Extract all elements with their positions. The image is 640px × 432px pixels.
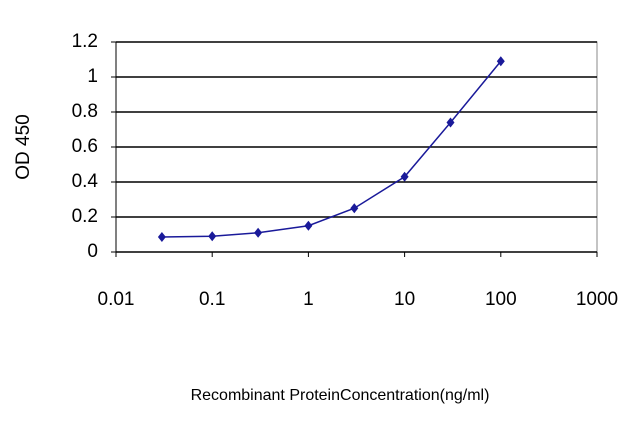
x-tick-label: 0.1 bbox=[199, 289, 225, 310]
y-axis-label: OD 450 bbox=[13, 114, 34, 179]
x-tick-label: 0.01 bbox=[98, 289, 135, 310]
x-tick-label: 1000 bbox=[576, 289, 618, 310]
x-tick-label: 100 bbox=[485, 289, 517, 310]
data-point bbox=[254, 227, 263, 238]
x-tick-label: 10 bbox=[394, 289, 415, 310]
series-line bbox=[161, 60, 502, 238]
data-point bbox=[496, 56, 505, 67]
y-tick-label: 0.2 bbox=[72, 206, 98, 227]
data-point bbox=[400, 171, 409, 182]
data-point bbox=[350, 203, 359, 214]
y-tick-label: 0.4 bbox=[72, 171, 99, 192]
x-tick-label: 1 bbox=[303, 289, 314, 310]
data-point bbox=[446, 117, 455, 128]
y-tick-label: 1.2 bbox=[72, 31, 98, 52]
data-point bbox=[208, 231, 217, 242]
x-axis-label: Recombinant ProteinConcentration(ng/ml) bbox=[191, 387, 490, 404]
y-tick-label: 0.8 bbox=[72, 101, 98, 122]
y-tick-label: 0 bbox=[87, 241, 98, 262]
y-tick-label: 1 bbox=[87, 66, 98, 87]
data-point bbox=[157, 231, 166, 242]
y-tick-label: 0.6 bbox=[72, 136, 98, 157]
data-point bbox=[304, 220, 313, 231]
